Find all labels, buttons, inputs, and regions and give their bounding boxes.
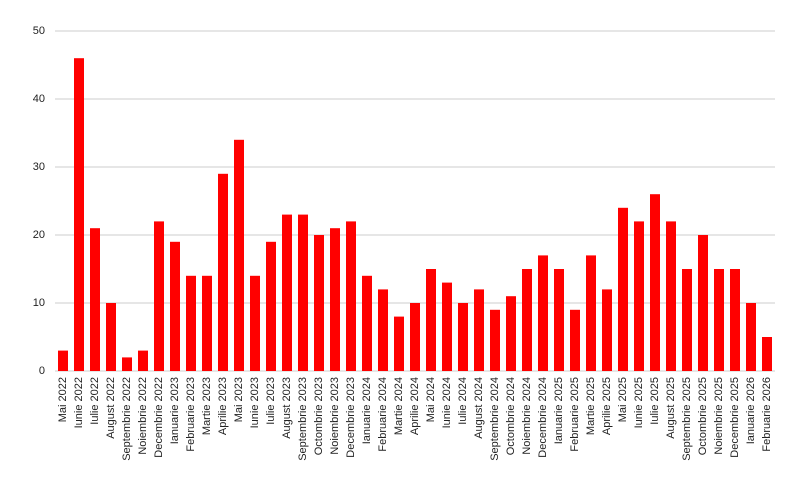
bar [58, 350, 68, 371]
bar [730, 269, 740, 371]
x-tick-label: Decembrie 2024 [537, 377, 549, 458]
x-tick-label: Octombrie 2024 [505, 377, 517, 455]
bar [554, 269, 564, 371]
bar [650, 194, 660, 371]
x-tick-label: August 2025 [665, 377, 677, 439]
x-tick-label: Octombrie 2023 [313, 377, 325, 455]
bar [522, 269, 532, 371]
x-tick-label: Mai 2022 [57, 377, 69, 422]
x-tick-label: August 2023 [281, 377, 293, 439]
x-tick-label: Ianuarie 2024 [361, 377, 373, 444]
x-tick-label: Iunie 2023 [249, 377, 261, 428]
bar [266, 241, 276, 371]
x-tick-label: Iulie 2023 [265, 377, 277, 425]
x-tick-label: Martie 2025 [585, 377, 597, 435]
x-tick-label: Septembrie 2022 [121, 377, 133, 461]
x-tick-label: Iulie 2024 [457, 377, 469, 425]
x-tick-label: Februarie 2025 [569, 377, 581, 452]
x-tick-label: Iunie 2025 [633, 377, 645, 428]
x-tick-label: Noiembrie 2025 [713, 377, 725, 455]
x-tick-label: Septembrie 2024 [489, 377, 501, 461]
bar [170, 241, 180, 371]
bar [506, 296, 516, 371]
bar [202, 275, 212, 371]
x-tick-label: Mai 2024 [425, 377, 437, 422]
bar [330, 228, 340, 371]
x-tick-label: Aprilie 2023 [217, 377, 229, 435]
bar [634, 221, 644, 371]
bar [298, 214, 308, 371]
bar [74, 58, 84, 371]
x-tick-label: Mai 2025 [617, 377, 629, 422]
bar [282, 214, 292, 371]
bar [762, 337, 772, 371]
bar [714, 269, 724, 371]
bar [90, 228, 100, 371]
x-tick-label: Februarie 2024 [377, 377, 389, 452]
bar [442, 282, 452, 371]
x-tick-label: Iunie 2022 [73, 377, 85, 428]
bar [490, 309, 500, 371]
bar [362, 275, 372, 371]
bar [538, 255, 548, 371]
x-tick-label: August 2024 [473, 377, 485, 439]
y-tick-label: 20 [33, 229, 45, 241]
x-tick-label: Noiembrie 2024 [521, 377, 533, 455]
x-tick-label: Ianuarie 2023 [169, 377, 181, 444]
x-tick-label: Martie 2023 [201, 377, 213, 435]
bar [346, 221, 356, 371]
x-tick-label: Decembrie 2022 [153, 377, 165, 458]
bar [314, 235, 324, 371]
bar [474, 289, 484, 371]
bar [154, 221, 164, 371]
bar [698, 235, 708, 371]
x-tick-label: Mai 2023 [233, 377, 245, 422]
bar [666, 221, 676, 371]
bar [602, 289, 612, 371]
bar [234, 139, 244, 371]
bar [394, 316, 404, 371]
x-tick-label: Aprilie 2025 [601, 377, 613, 435]
x-tick-label: Aprilie 2024 [409, 377, 421, 435]
bar [410, 303, 420, 371]
bar [570, 309, 580, 371]
x-tick-label: Martie 2024 [393, 377, 405, 435]
bar [586, 255, 596, 371]
x-tick-label: Ianuarie 2025 [553, 377, 565, 444]
x-tick-label: August 2022 [105, 377, 117, 439]
bar [618, 207, 628, 371]
x-tick-label: Noiembrie 2022 [137, 377, 149, 455]
bar [138, 350, 148, 371]
bar [106, 303, 116, 371]
x-tick-label: Iunie 2024 [441, 377, 453, 428]
x-tick-label: Decembrie 2025 [729, 377, 741, 458]
bar [186, 275, 196, 371]
y-tick-label: 30 [33, 161, 45, 173]
bar [426, 269, 436, 371]
x-tick-label: Ianuarie 2026 [745, 377, 757, 444]
bar [746, 303, 756, 371]
bar [122, 357, 132, 371]
bar [250, 275, 260, 371]
x-tick-label: Iulie 2025 [649, 377, 661, 425]
x-tick-label: Februarie 2026 [761, 377, 773, 452]
y-tick-label: 10 [33, 297, 45, 309]
x-tick-label: Octombrie 2025 [697, 377, 709, 455]
x-tick-label: Noiembrie 2023 [329, 377, 341, 455]
bar [218, 173, 228, 371]
y-tick-label: 50 [33, 25, 45, 37]
y-tick-label: 40 [33, 93, 45, 105]
x-tick-label: Decembrie 2023 [345, 377, 357, 458]
bar [682, 269, 692, 371]
bar [378, 289, 388, 371]
bar [458, 303, 468, 371]
x-tick-label: Februarie 2023 [185, 377, 197, 452]
x-tick-label: Septembrie 2025 [681, 377, 693, 461]
y-tick-label: 0 [39, 365, 45, 377]
x-tick-label: Iulie 2022 [89, 377, 101, 425]
x-tick-label: Septembrie 2023 [297, 377, 309, 461]
